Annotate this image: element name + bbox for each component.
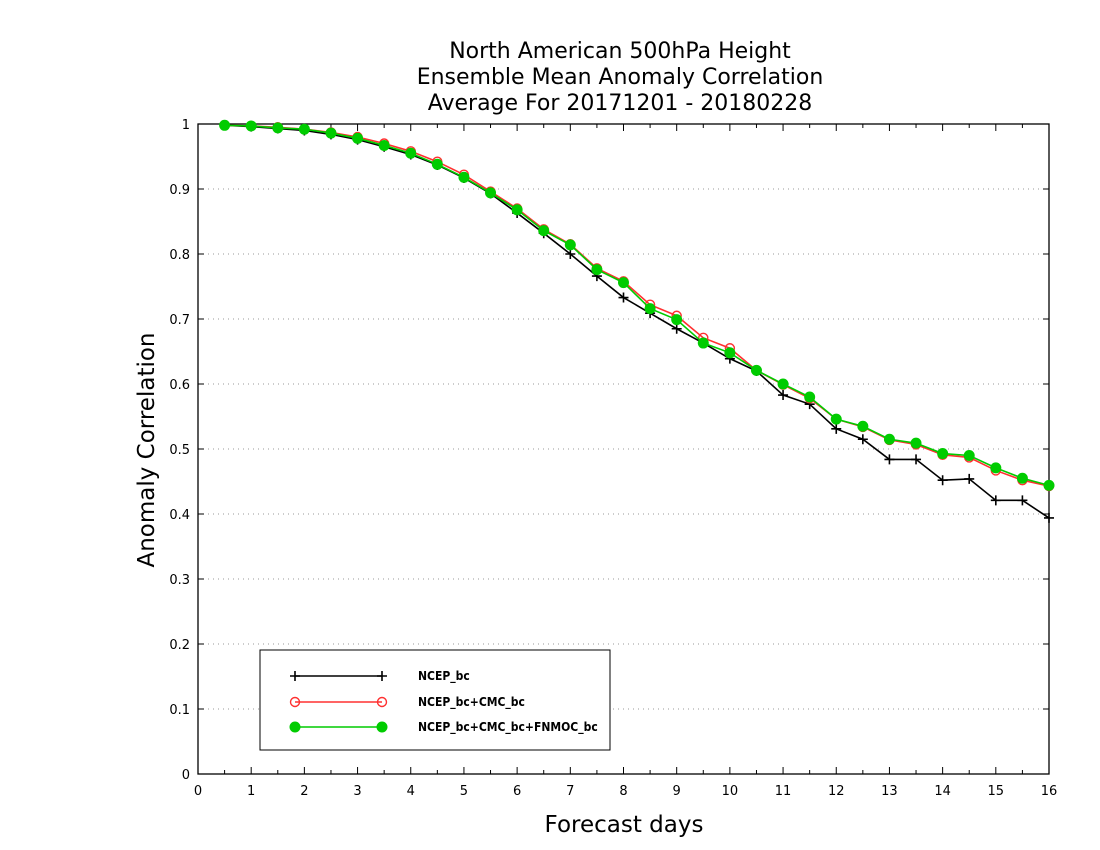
x-tick-label: 11 bbox=[775, 784, 792, 799]
x-tick-label: 0 bbox=[194, 784, 202, 799]
y-tick-label: 0.3 bbox=[169, 573, 190, 588]
data-point bbox=[937, 475, 948, 486]
data-point bbox=[830, 413, 842, 425]
data-point bbox=[376, 696, 388, 708]
data-point bbox=[458, 171, 470, 183]
x-tick-label: 12 bbox=[828, 784, 845, 799]
data-point bbox=[777, 378, 789, 390]
y-tick-label: 0.8 bbox=[169, 248, 190, 263]
x-tick-label: 16 bbox=[1041, 784, 1058, 799]
data-point bbox=[289, 721, 301, 733]
x-tick-label: 3 bbox=[353, 784, 361, 799]
data-point bbox=[831, 423, 842, 434]
data-point bbox=[883, 433, 895, 445]
legend-label: NCEP_bc+CMC_bc bbox=[418, 695, 525, 710]
data-point bbox=[352, 132, 364, 144]
x-tick-label: 8 bbox=[619, 784, 627, 799]
data-point bbox=[298, 123, 310, 135]
x-tick-label: 10 bbox=[722, 784, 739, 799]
data-point bbox=[219, 119, 231, 131]
data-point bbox=[937, 448, 949, 460]
y-tick-label: 0.9 bbox=[169, 183, 190, 198]
data-point bbox=[565, 249, 576, 259]
data-point bbox=[724, 347, 736, 359]
legend-entry: NCEP_bc+CMC_bc bbox=[289, 695, 525, 710]
y-tick-label: 0.2 bbox=[169, 638, 190, 653]
legend-entry: NCEP_bc+CMC_bc+FNMOC_bc bbox=[289, 720, 598, 735]
grid-lines bbox=[198, 188, 1049, 710]
x-tick-label: 2 bbox=[300, 784, 308, 799]
legend: NCEP_bc NCEP_bc+CMC_bc NCEP_bc+CMC_bc+FNMO… bbox=[259, 649, 611, 751]
series-layer bbox=[219, 119, 1055, 523]
data-point bbox=[405, 147, 417, 159]
data-point bbox=[289, 696, 301, 708]
data-point bbox=[884, 454, 895, 465]
y-tick-label: 0.4 bbox=[169, 508, 190, 523]
data-point bbox=[1044, 512, 1054, 523]
data-point bbox=[485, 187, 497, 199]
x-tick-label: 5 bbox=[460, 784, 468, 799]
x-tick-label: 4 bbox=[407, 784, 415, 799]
legend-label: NCEP_bc+CMC_bc+FNMOC_bc bbox=[418, 720, 598, 735]
data-point bbox=[750, 364, 762, 376]
chart-title-line-3: Average For 20171201 - 20180228 bbox=[428, 91, 813, 116]
y-tick-label: 0.5 bbox=[169, 443, 190, 458]
series-ncep-bc bbox=[219, 120, 1054, 523]
data-point bbox=[245, 120, 257, 132]
x-tick-label: 1 bbox=[247, 784, 255, 799]
data-point bbox=[290, 671, 300, 681]
series-line bbox=[224, 124, 1050, 519]
data-point bbox=[1016, 472, 1028, 484]
data-point bbox=[857, 420, 869, 432]
data-point bbox=[1017, 495, 1028, 506]
axis-ticks: 00.10.20.30.40.50.60.70.80.910 1 2 3 4 5 6 7 8 9 1… bbox=[169, 118, 1057, 799]
data-point bbox=[671, 314, 683, 326]
x-tick-label: 9 bbox=[673, 784, 681, 799]
x-tick-label: 6 bbox=[513, 784, 521, 799]
x-axis-label: Forecast days bbox=[545, 812, 704, 838]
x-tick-label: 7 bbox=[566, 784, 574, 799]
data-point bbox=[376, 721, 388, 733]
chart-title-line-2: Ensemble Mean Anomaly Correlation bbox=[417, 65, 824, 90]
data-point bbox=[697, 337, 709, 349]
y-tick-label: 1 bbox=[182, 118, 190, 133]
y-tick-label: 0.7 bbox=[169, 313, 190, 328]
y-tick-label: 0.1 bbox=[169, 703, 190, 718]
data-point bbox=[671, 323, 682, 334]
data-point bbox=[990, 462, 1002, 474]
y-tick-label: 0.6 bbox=[169, 378, 190, 393]
data-point bbox=[431, 158, 443, 170]
data-point bbox=[272, 122, 284, 134]
x-tick-label: 13 bbox=[881, 784, 898, 799]
legend-box bbox=[259, 649, 611, 751]
data-point bbox=[644, 303, 656, 315]
data-point bbox=[618, 277, 629, 289]
data-point bbox=[778, 390, 789, 401]
data-point bbox=[378, 139, 390, 151]
data-point bbox=[538, 225, 550, 237]
data-point bbox=[325, 127, 337, 139]
data-point bbox=[618, 292, 629, 303]
data-point bbox=[591, 264, 603, 276]
data-point bbox=[377, 671, 387, 681]
data-point bbox=[964, 473, 975, 484]
legend-label: NCEP_bc bbox=[418, 669, 470, 684]
data-point bbox=[857, 434, 868, 445]
data-point bbox=[1043, 479, 1055, 491]
data-point bbox=[963, 450, 975, 461]
series-ncep-bc-cmc-bc-fnmoc-bc bbox=[219, 119, 1055, 491]
chart-title-line-1: North American 500hPa Height bbox=[449, 39, 791, 64]
legend-entry: NCEP_bc bbox=[290, 669, 470, 684]
y-axis-label: Anomaly Correlation bbox=[134, 332, 160, 567]
data-point bbox=[910, 437, 922, 449]
data-point bbox=[990, 495, 1001, 506]
data-point bbox=[911, 454, 922, 465]
data-point bbox=[564, 239, 576, 251]
data-point bbox=[804, 391, 816, 403]
x-tick-label: 15 bbox=[988, 784, 1005, 799]
data-point bbox=[511, 204, 523, 216]
y-tick-label: 0 bbox=[182, 768, 190, 783]
x-tick-label: 14 bbox=[934, 784, 951, 799]
